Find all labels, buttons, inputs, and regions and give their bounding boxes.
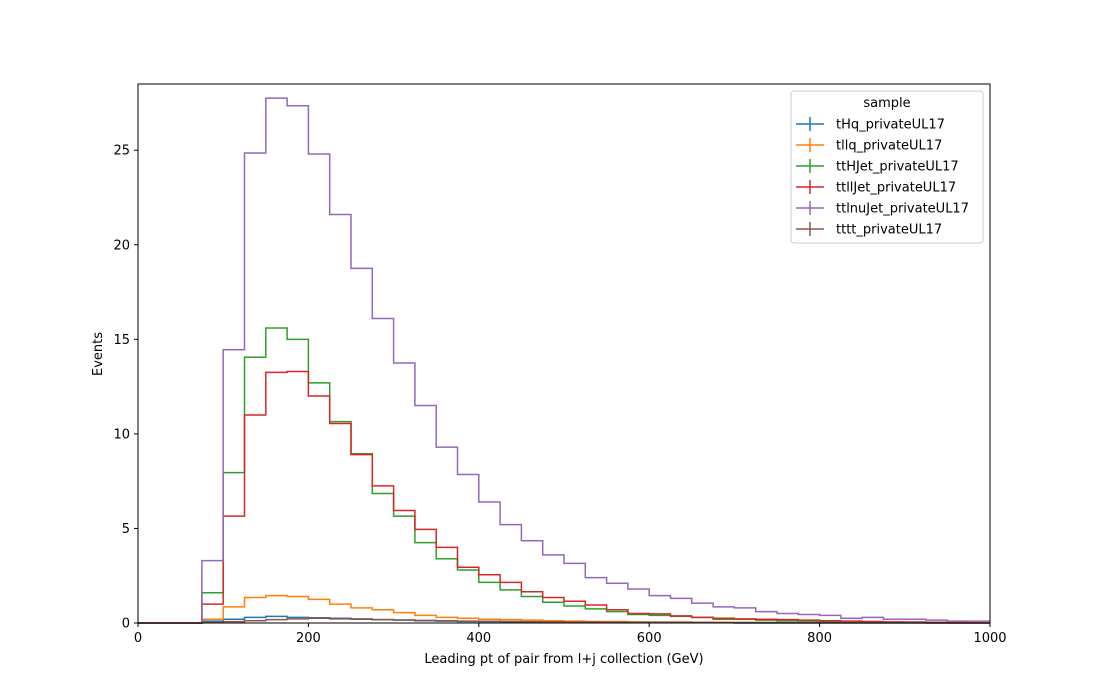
x-tick-label: 200 (296, 631, 321, 646)
series-ttllJet_privateUL17 (138, 370, 990, 624)
legend-item: tllq_privateUL17 (796, 138, 942, 154)
legend-item: ttlnuJet_privateUL17 (796, 201, 969, 217)
y-tick-label: 25 (113, 144, 130, 159)
x-axis-label: Leading pt of pair from l+j collection (… (424, 652, 703, 667)
y-axis: 0 5 10 15 20 25 (113, 144, 138, 632)
legend-box (790, 90, 984, 244)
legend-label: tllq_privateUL17 (836, 139, 942, 154)
plot-area (138, 97, 990, 624)
legend-item: ttllJet_privateUL17 (796, 180, 956, 196)
x-tick-label: 0 (134, 631, 142, 646)
x-axis: 0 200 400 600 800 1000 (134, 623, 1007, 646)
x-tick-label: 800 (807, 631, 832, 646)
legend-title: sample (863, 96, 910, 111)
axes-frame (137, 83, 991, 624)
series-ttlnuJet_privateUL17 (138, 97, 990, 624)
y-tick-label: 15 (113, 333, 130, 348)
legend-label: ttllJet_privateUL17 (836, 181, 956, 196)
legend: sample tHq_privateUL17 tllq_privateUL17tt… (790, 90, 984, 244)
legend-item: ttHJet_privateUL17 (796, 159, 959, 175)
legend-label: tHq_privateUL17 (836, 118, 945, 133)
y-axis-label: Events (91, 332, 106, 376)
legend-label: ttlnuJet_privateUL17 (836, 202, 969, 217)
y-tick-label: 0 (122, 617, 130, 632)
x-tick-label: 400 (466, 631, 491, 646)
legend-label: ttHJet_privateUL17 (836, 160, 959, 175)
step-line-ttllJet_privateUL17 (138, 370, 990, 624)
y-tick-label: 20 (113, 238, 130, 253)
y-tick-label: 10 (113, 427, 130, 442)
step-line-ttlnuJet_privateUL17 (138, 97, 990, 624)
legend-item: tttt_privateUL17 (796, 222, 942, 238)
legend-item: tHq_privateUL17 (796, 117, 945, 133)
x-tick-label: 1000 (973, 631, 1006, 646)
y-tick-label: 5 (122, 522, 130, 537)
x-tick-label: 600 (637, 631, 662, 646)
legend-label: tttt_privateUL17 (836, 223, 942, 238)
